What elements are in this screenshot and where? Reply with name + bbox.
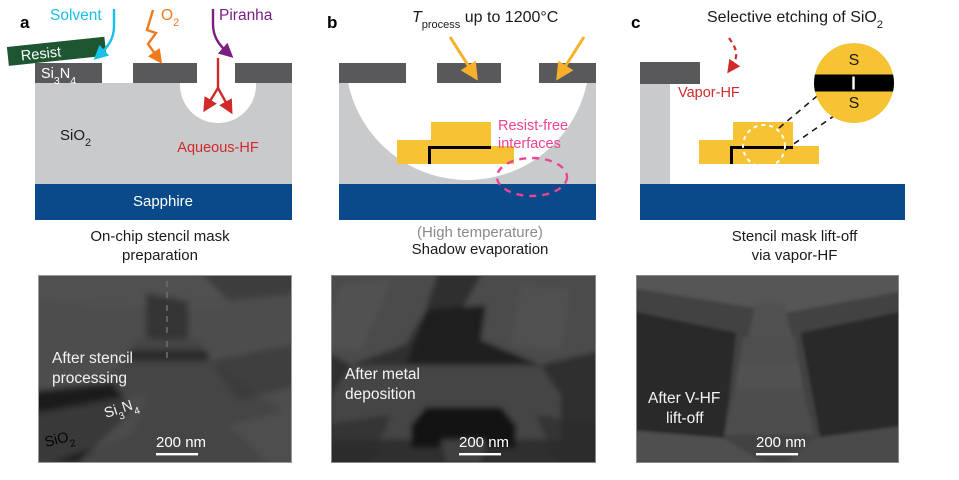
svg-text:After stencil: After stencil [52,350,133,367]
svg-text:After V-HF: After V-HF [648,390,720,407]
svg-text:O2: O2 [161,7,179,29]
svg-text:S: S [849,52,860,69]
svg-text:Aqueous-HF: Aqueous-HF [177,140,259,156]
svg-text:200 nm: 200 nm [156,434,206,451]
svg-text:Solvent: Solvent [50,7,102,24]
svg-text:Selective etching of SiO2: Selective etching of SiO2 [707,9,883,31]
svg-text:200 nm: 200 nm [756,434,806,451]
svg-text:200 nm: 200 nm [459,434,509,451]
svg-text:Tprocess up to 1200°C: Tprocess up to 1200°C [412,9,558,31]
svg-text:deposition: deposition [345,386,416,403]
svg-text:Sapphire: Sapphire [133,193,193,210]
svg-text:S: S [849,95,860,112]
svg-text:After metal: After metal [345,366,420,383]
svg-text:processing: processing [52,370,127,387]
svg-text:Piranha: Piranha [219,7,273,24]
svg-text:Resist-free: Resist-free [498,118,568,134]
svg-text:lift-off: lift-off [666,410,704,427]
svg-text:Vapor-HF: Vapor-HF [678,85,740,101]
svg-text:Resist: Resist [20,44,62,64]
svg-text:interfaces: interfaces [498,136,561,152]
